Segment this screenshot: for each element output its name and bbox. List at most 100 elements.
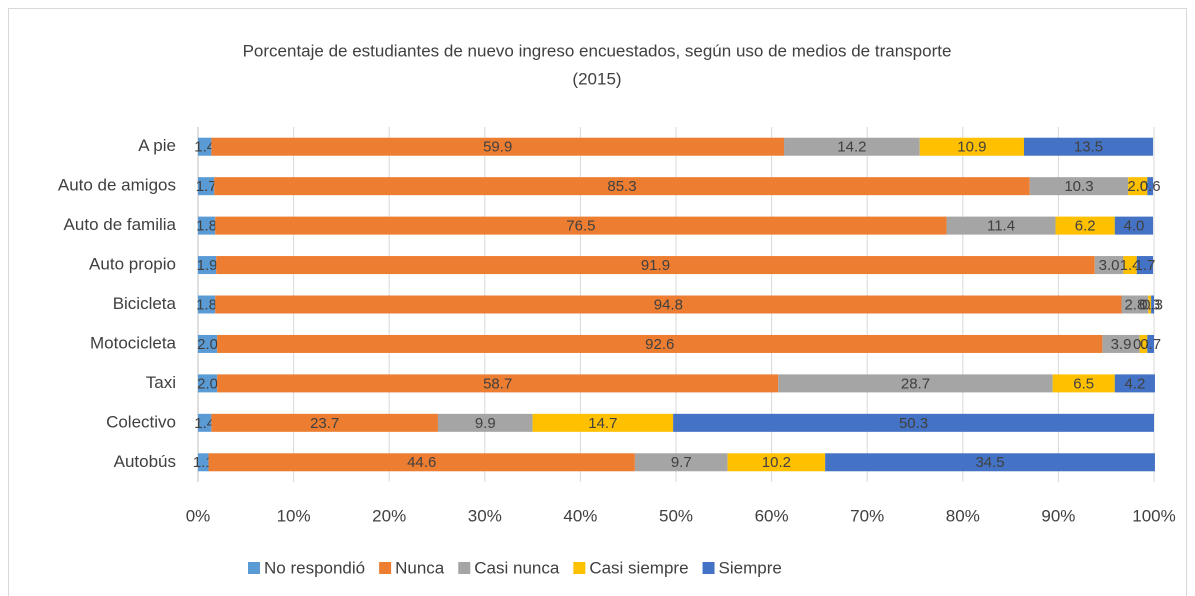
y-tick-label: Auto propio [89, 255, 176, 274]
bar-segment [198, 374, 218, 393]
bar-segment [214, 177, 1030, 196]
bar-segment [437, 413, 533, 432]
bar-segment [217, 374, 779, 393]
bar-segment [211, 137, 785, 156]
data-label: 10.3 [1064, 178, 1093, 195]
x-tick-label: 40% [563, 506, 597, 525]
data-label: 2.0 [197, 336, 218, 353]
bar-segment [1128, 177, 1148, 196]
data-label: 10.2 [762, 454, 791, 471]
y-tick-label: Auto de familia [64, 215, 177, 234]
x-tick-label: 20% [372, 506, 406, 525]
bar-segment [532, 413, 674, 432]
data-label: 0.6 [1140, 178, 1161, 195]
data-label: 14.2 [837, 139, 866, 156]
bar-segment [1121, 295, 1149, 314]
bar-segment [211, 413, 438, 432]
data-label: 1.4 [1120, 257, 1141, 274]
bar-segment [1023, 137, 1154, 156]
bar-segment [216, 256, 1095, 275]
bar-segment [1147, 334, 1154, 353]
data-label: 1.7 [1134, 257, 1155, 274]
bar-segment [778, 374, 1053, 393]
data-label: 6.5 [1073, 375, 1094, 392]
data-label: 1.9 [197, 257, 218, 274]
legend-label: Siempre [719, 558, 782, 577]
data-label: 11.4 [987, 218, 1015, 235]
data-label: 34.5 [975, 454, 1004, 471]
data-label: 9.9 [475, 415, 496, 432]
data-label: 1.8 [196, 296, 217, 313]
bar-segment [1029, 177, 1129, 196]
data-label: 2.0 [197, 375, 218, 392]
data-label: 1.8 [196, 218, 217, 235]
data-label: 50.3 [899, 415, 928, 432]
data-label: 91.9 [641, 257, 670, 274]
data-label: 28.7 [901, 375, 930, 392]
data-label: 94.8 [654, 296, 683, 313]
bar-segment [1055, 216, 1115, 235]
bar-segment [1123, 256, 1137, 275]
legend-label: Casi siempre [589, 558, 688, 577]
bar-segment [198, 137, 212, 156]
bar-segment [215, 216, 947, 235]
bar-segment [198, 453, 209, 472]
data-label: 1.4 [194, 139, 215, 156]
bar-segment [919, 137, 1024, 156]
chart-title: (2015) [572, 69, 621, 88]
data-label: 6.2 [1075, 218, 1096, 235]
bar-segment [198, 295, 216, 314]
y-tick-label: Auto de amigos [58, 176, 176, 195]
x-tick-label: 90% [1041, 506, 1075, 525]
legend-swatch [702, 562, 715, 574]
chart-title: Porcentaje de estudiantes de nuevo ingre… [243, 41, 952, 60]
legend-label: No respondió [264, 558, 365, 577]
bar-segment [198, 216, 216, 235]
bar-segment [198, 256, 217, 275]
data-label: 23.7 [310, 415, 339, 432]
bar-segment [1094, 256, 1124, 275]
y-tick-label: Bicicleta [113, 294, 177, 313]
data-label: 76.5 [566, 218, 595, 235]
bar-segment [208, 453, 635, 472]
data-label: 59.9 [483, 139, 512, 156]
data-label: 0.3 [1142, 296, 1163, 313]
legend-swatch [458, 562, 471, 574]
y-tick-label: A pie [138, 136, 176, 155]
bar-segment [215, 295, 1122, 314]
data-label: 1.1 [193, 454, 214, 471]
bar-segment [217, 334, 1103, 353]
x-tick-label: 100% [1132, 506, 1175, 525]
legend-label: Nunca [395, 558, 445, 577]
bar-segment [1148, 295, 1152, 314]
y-tick-label: Colectivo [106, 412, 176, 431]
bar-segment [1114, 216, 1154, 235]
data-label: 4.0 [1123, 218, 1144, 235]
bar-segment [1136, 256, 1154, 275]
bar-segment [825, 453, 1155, 472]
bar-segment [198, 334, 218, 353]
data-label: 44.6 [407, 454, 436, 471]
bar-segment [1147, 177, 1154, 196]
bar-segment [784, 137, 920, 156]
data-label: 58.7 [483, 375, 512, 392]
data-label: 1.4 [194, 415, 215, 432]
bar-segment [946, 216, 1056, 235]
legend-swatch [573, 562, 586, 574]
data-label: 2.8 [1124, 296, 1145, 313]
y-tick-label: Autobús [114, 452, 176, 471]
data-label: 2.0 [1127, 178, 1148, 195]
data-label: 1.7 [196, 178, 217, 195]
data-label: 9.7 [671, 454, 692, 471]
data-label: 14.7 [588, 415, 617, 432]
data-label: 0.3 [1139, 296, 1160, 313]
x-tick-label: 10% [277, 506, 311, 525]
x-tick-label: 80% [946, 506, 980, 525]
data-label: 10.9 [957, 139, 986, 156]
bar-segment [634, 453, 728, 472]
bar-segment [673, 413, 1154, 432]
legend-swatch [379, 562, 392, 574]
bar-segment [1052, 374, 1115, 393]
bar-segment [1114, 374, 1155, 393]
